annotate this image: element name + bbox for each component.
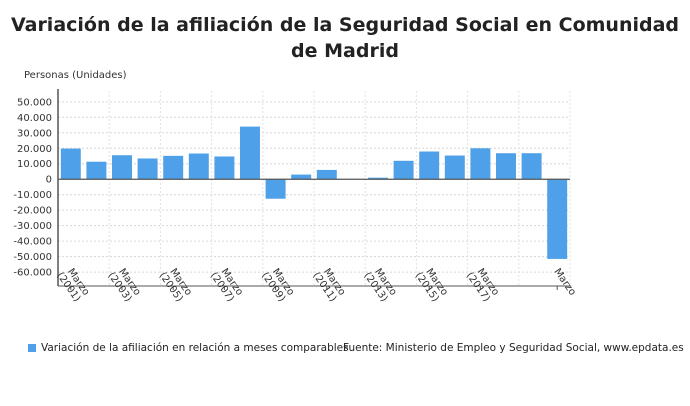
bar — [214, 156, 235, 180]
bar — [265, 179, 286, 199]
y-tick-label: 20.000 — [17, 144, 52, 155]
x-tick-label: Marzo(2013) — [361, 264, 398, 304]
bar — [291, 174, 312, 180]
bar — [316, 169, 337, 180]
bar — [547, 179, 568, 259]
bar — [496, 153, 516, 180]
bar — [112, 155, 132, 180]
bar — [60, 148, 81, 180]
x-tick-label: Marzo — [551, 267, 577, 298]
source-note: Fuente: Ministerio de Empleo y Seguridad… — [343, 342, 684, 354]
bar — [240, 126, 260, 180]
bar — [470, 148, 491, 180]
bar — [393, 160, 414, 180]
x-tick-label: Marzo(2011) — [310, 264, 347, 304]
y-tick-label: -30.000 — [13, 221, 52, 232]
legend: Variación de la afiliación en relación a… — [28, 342, 349, 354]
legend-swatch — [28, 344, 36, 352]
bar — [521, 153, 542, 180]
bar — [163, 155, 184, 180]
x-tick-label: Marzo(2005) — [157, 264, 194, 304]
chart-title: Variación de la afiliación de la Segurid… — [10, 14, 680, 62]
x-tick-label: Marzo(2015) — [413, 264, 450, 304]
y-tick-label: 30.000 — [17, 128, 52, 139]
y-tick-label: 10.000 — [17, 159, 52, 170]
y-tick-label: 50.000 — [17, 97, 52, 108]
bar — [188, 153, 209, 180]
y-axis-label: Personas (Unidades) — [24, 70, 127, 81]
bar — [419, 151, 440, 180]
bar — [137, 158, 158, 180]
bar — [444, 155, 465, 180]
y-tick-label: 40.000 — [17, 113, 52, 124]
y-tick-label: -50.000 — [13, 252, 52, 263]
x-tick-label: Marzo(2017) — [464, 264, 501, 304]
x-tick-label: Marzo(2009) — [259, 264, 296, 304]
bar — [86, 161, 107, 180]
y-tick-label: -10.000 — [13, 190, 52, 201]
y-tick-label: -40.000 — [13, 237, 52, 248]
y-tick-label: -20.000 — [13, 206, 52, 217]
legend-label: Variación de la afiliación en relación a… — [41, 342, 349, 354]
y-tick-label: -60.000 — [13, 268, 52, 279]
x-tick-label: Marzo(2007) — [208, 264, 245, 304]
x-tick-label: Marzo(2001) — [54, 264, 91, 304]
y-tick-label: 0 — [46, 175, 52, 186]
bar — [368, 177, 388, 180]
x-tick-label: Marzo(2003) — [105, 264, 142, 304]
